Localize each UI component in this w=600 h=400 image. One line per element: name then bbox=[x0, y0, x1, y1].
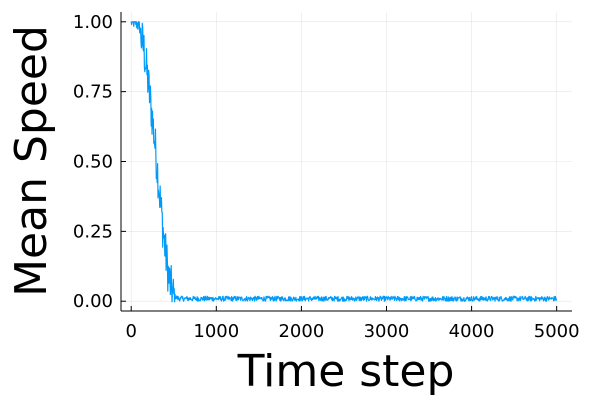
y-tick-label-1: 0.25 bbox=[73, 221, 113, 242]
y-tick-label-4: 1.00 bbox=[73, 12, 113, 33]
y-axis-label: Mean Speed bbox=[6, 25, 57, 297]
series-layer bbox=[130, 21, 558, 303]
y-tick-label-0: 0.00 bbox=[73, 291, 113, 312]
x-tick-label-1: 1000 bbox=[193, 321, 239, 342]
y-tick-label-2: 0.50 bbox=[73, 152, 113, 173]
tick-labels: 0 1000 2000 3000 4000 5000 0.00 0.25 0.50 0.75 1.0… bbox=[73, 12, 580, 342]
x-axis-label: Time step bbox=[237, 346, 455, 397]
x-tick-label-0: 0 bbox=[125, 321, 136, 342]
x-tick-label-5: 5000 bbox=[534, 321, 580, 342]
axes bbox=[120, 12, 572, 312]
y-tick-label-3: 0.75 bbox=[73, 82, 113, 103]
series-line-0 bbox=[130, 21, 558, 303]
x-tick-label-3: 3000 bbox=[364, 321, 410, 342]
x-tick-label-2: 2000 bbox=[278, 321, 324, 342]
x-tick-label-4: 4000 bbox=[449, 321, 495, 342]
grid-lines bbox=[121, 12, 572, 311]
